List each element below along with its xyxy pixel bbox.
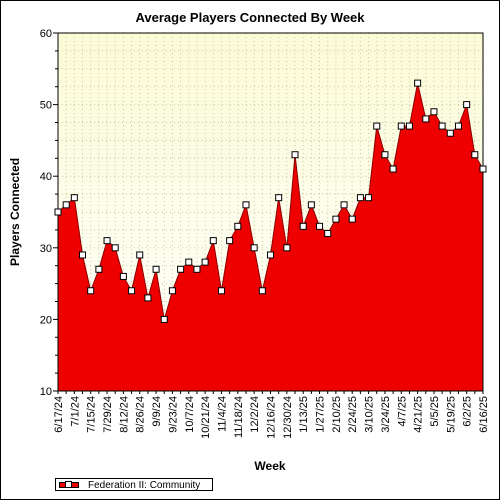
data-point (144, 294, 152, 302)
data-point (242, 201, 250, 209)
x-tick-label: 10/21/24 (200, 396, 212, 439)
x-tick-label: 4/21/25 (413, 396, 425, 433)
data-point (446, 129, 454, 137)
data-point (373, 122, 381, 130)
x-tick-label: 11/18/24 (233, 396, 245, 438)
data-point (422, 115, 430, 123)
data-point (79, 251, 87, 259)
data-point (70, 194, 78, 202)
data-point (348, 215, 356, 223)
data-point (299, 222, 307, 230)
data-point (136, 251, 144, 259)
data-point (103, 237, 111, 245)
legend: Federation II: Community (55, 478, 213, 491)
data-point (111, 244, 119, 252)
x-tick-label: 7/29/24 (102, 396, 114, 433)
x-tick-label: 3/10/25 (364, 396, 376, 433)
data-point (128, 287, 136, 295)
data-point (95, 265, 103, 273)
y-tick-label: 10 (40, 386, 52, 398)
data-point (405, 122, 413, 130)
y-tick-label: 20 (40, 314, 52, 326)
x-tick-label: 9/23/24 (167, 396, 179, 433)
data-point (87, 287, 95, 295)
chart-title: Average Players Connected By Week (135, 10, 365, 25)
x-tick-label: 7/1/24 (69, 396, 81, 427)
data-point (463, 101, 471, 109)
data-point (168, 287, 176, 295)
y-tick-label: 40 (40, 171, 52, 183)
x-tick-label: 6/17/24 (53, 396, 65, 433)
x-tick-label: 10/7/24 (184, 396, 196, 433)
x-tick-label: 2/10/25 (331, 396, 343, 433)
x-tick-label: 11/4/24 (216, 396, 228, 432)
y-tick-label: 60 (40, 28, 52, 40)
data-point (356, 194, 364, 202)
x-tick-label: 12/2/24 (249, 396, 261, 433)
data-point (250, 244, 258, 252)
x-tick-label: 2/24/25 (347, 396, 359, 433)
data-point (291, 151, 299, 159)
x-tick-label: 5/19/25 (445, 396, 457, 433)
data-point (275, 194, 283, 202)
data-point (414, 79, 422, 87)
x-tick-label: 6/16/25 (478, 396, 490, 433)
data-point (217, 287, 225, 295)
data-point (340, 201, 348, 209)
x-tick-label: 8/12/24 (118, 396, 130, 433)
data-point (177, 265, 185, 273)
legend-label: Federation II: Community (88, 480, 201, 491)
data-point (152, 265, 160, 273)
legend-marker (65, 481, 72, 488)
data-point (381, 151, 389, 159)
data-point (316, 222, 324, 230)
data-point (160, 315, 168, 323)
y-axis-label: Players Connected (8, 158, 22, 266)
data-point (365, 194, 373, 202)
x-tick-label: 6/2/25 (462, 396, 474, 427)
data-point (226, 237, 234, 245)
data-point (389, 165, 397, 173)
data-point (201, 258, 209, 266)
x-tick-label: 12/30/24 (282, 396, 294, 439)
data-point (397, 122, 405, 130)
x-tick-label: 3/24/25 (380, 396, 392, 433)
data-point (234, 222, 242, 230)
x-tick-label: 7/15/24 (86, 396, 98, 433)
x-tick-label: 4/7/25 (396, 396, 408, 427)
data-point (454, 122, 462, 130)
data-point (119, 272, 127, 280)
data-point (438, 122, 446, 130)
x-tick-label: 1/27/25 (315, 396, 327, 433)
data-point (332, 215, 340, 223)
data-point (479, 165, 487, 173)
x-tick-label: 5/5/25 (429, 396, 441, 427)
data-point (193, 265, 201, 273)
x-tick-label: 12/16/24 (266, 396, 278, 439)
data-point (307, 201, 315, 209)
x-tick-label: 1/13/25 (298, 396, 310, 433)
x-tick-label: 8/26/24 (135, 396, 147, 433)
y-tick-label: 30 (40, 243, 52, 255)
x-tick-label: 9/9/24 (151, 396, 163, 427)
data-point (430, 108, 438, 116)
data-point (209, 237, 217, 245)
data-point (471, 151, 479, 159)
x-axis-label: Week (254, 459, 285, 473)
data-point (54, 208, 62, 216)
data-point (267, 251, 274, 259)
data-point (62, 201, 70, 209)
y-tick-label: 50 (40, 100, 52, 112)
data-point (185, 258, 193, 266)
data-point (283, 244, 291, 252)
data-point (324, 229, 332, 237)
data-point (258, 287, 266, 295)
